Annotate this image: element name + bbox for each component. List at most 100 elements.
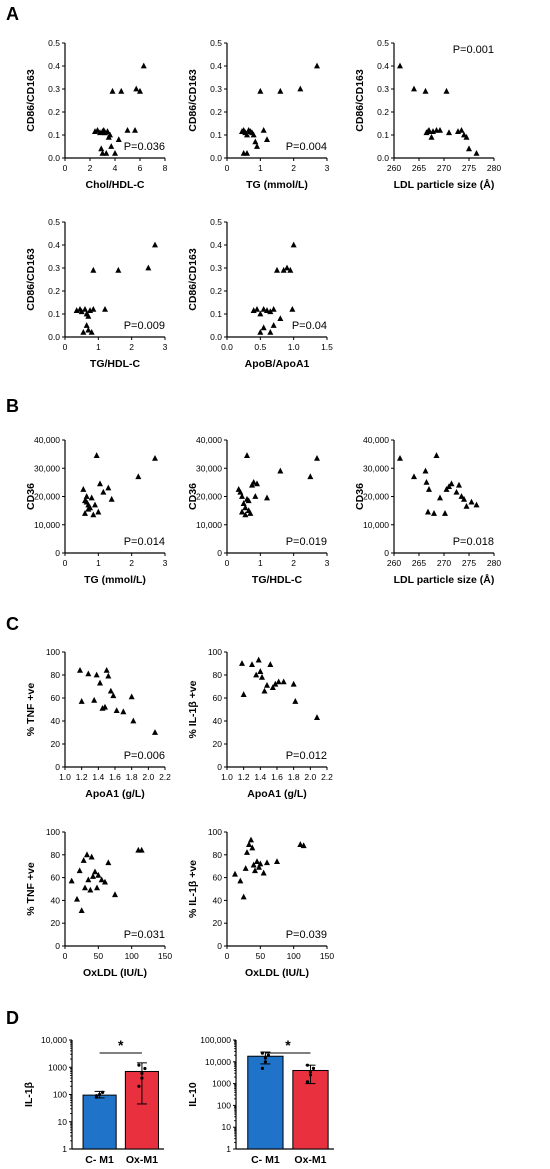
data-point bbox=[112, 891, 118, 898]
y-tick-label: 0.5 bbox=[377, 38, 389, 48]
data-point bbox=[98, 145, 105, 152]
x-tick-label: 2.2 bbox=[159, 772, 171, 782]
data-point bbox=[397, 454, 403, 461]
data-point bbox=[239, 660, 245, 666]
data-point bbox=[263, 1056, 267, 1060]
p-value: P=0.009 bbox=[124, 320, 165, 332]
data-point bbox=[93, 671, 100, 678]
y-tick-label: 0.0 bbox=[377, 153, 389, 163]
data-point bbox=[259, 673, 265, 680]
data-point bbox=[270, 322, 277, 328]
data-point bbox=[242, 504, 249, 511]
y-tick-label: 0.1 bbox=[48, 309, 60, 319]
x-tick-label: 8 bbox=[163, 163, 168, 173]
data-point bbox=[92, 501, 98, 508]
y-tick-label: 0.0 bbox=[210, 153, 222, 163]
data-point bbox=[433, 452, 440, 458]
x-tick-label: 1.6 bbox=[271, 772, 283, 782]
data-point bbox=[240, 691, 247, 697]
data-point bbox=[85, 876, 92, 883]
data-point bbox=[103, 667, 110, 673]
data-point bbox=[105, 672, 112, 679]
p-value: P=0.031 bbox=[124, 929, 165, 941]
data-point bbox=[257, 87, 264, 94]
data-point bbox=[88, 853, 95, 860]
data-point bbox=[266, 1053, 270, 1057]
data-point bbox=[468, 498, 475, 505]
data-point bbox=[124, 127, 131, 133]
x-axis-label: TG (mmol/L) bbox=[84, 574, 146, 586]
y-tick-label: 0.2 bbox=[377, 107, 389, 117]
data-point bbox=[74, 895, 80, 902]
data-point bbox=[252, 493, 259, 499]
data-point bbox=[95, 1094, 99, 1098]
data-point bbox=[249, 661, 255, 668]
data-point bbox=[92, 868, 98, 875]
data-point bbox=[239, 493, 245, 499]
y-tick-label: 0 bbox=[384, 548, 389, 558]
data-point bbox=[260, 1051, 264, 1055]
x-tick-label: 3 bbox=[163, 558, 168, 568]
y-tick-label: 100 bbox=[208, 647, 222, 657]
data-point bbox=[105, 859, 112, 866]
y-tick-label: 30,000 bbox=[34, 463, 60, 473]
y-tick-label: 40,000 bbox=[363, 435, 389, 445]
y-tick-label: 100 bbox=[46, 827, 60, 837]
x-tick-label: 1.0 bbox=[59, 772, 71, 782]
x-axis-label: LDL particle size (Å) bbox=[394, 178, 495, 191]
p-value: P=0.039 bbox=[286, 929, 327, 941]
x-tick-label: 0 bbox=[225, 163, 230, 173]
x-tick-label: 50 bbox=[256, 951, 266, 961]
y-axis-label: CD86/CD163 bbox=[187, 248, 199, 311]
data-point bbox=[80, 329, 87, 335]
data-point bbox=[82, 884, 88, 891]
data-point bbox=[95, 871, 102, 878]
x-tick-label: 1.2 bbox=[238, 772, 250, 782]
y-tick-label: 10,000 bbox=[34, 520, 60, 530]
data-point bbox=[305, 1063, 310, 1067]
data-point bbox=[77, 667, 83, 673]
data-point bbox=[422, 467, 429, 474]
y-axis-label: CD36 bbox=[187, 483, 199, 510]
data-point bbox=[90, 306, 97, 312]
data-point bbox=[244, 452, 250, 458]
data-point bbox=[275, 678, 282, 685]
y-tick-label: 40 bbox=[51, 716, 61, 726]
data-point bbox=[267, 329, 274, 335]
bar bbox=[247, 1055, 284, 1150]
data-point bbox=[269, 684, 276, 691]
panel-letter-d: D bbox=[6, 1008, 19, 1028]
x-tick-label: 150 bbox=[320, 951, 334, 961]
data-point bbox=[98, 1092, 102, 1097]
p-value: P=0.006 bbox=[124, 750, 165, 762]
data-point bbox=[244, 131, 250, 138]
data-point bbox=[107, 687, 114, 694]
x-tick-label: 100 bbox=[287, 951, 301, 961]
x-tick-label: 280 bbox=[487, 163, 501, 173]
data-point bbox=[250, 861, 257, 868]
y-tick-label: 0.0 bbox=[48, 153, 60, 163]
data-point bbox=[300, 842, 307, 849]
x-tick-label: 0 bbox=[63, 163, 68, 173]
y-tick-label: 60 bbox=[51, 873, 61, 883]
data-point bbox=[242, 511, 249, 518]
y-tick-label: 1 bbox=[62, 1144, 67, 1154]
data-point bbox=[253, 671, 260, 678]
p-value: P=0.019 bbox=[286, 536, 327, 548]
y-tick-label: 30,000 bbox=[363, 463, 389, 473]
x-axis-label: ApoA1 (g/L) bbox=[85, 788, 145, 800]
data-point bbox=[118, 87, 125, 94]
y-tick-label: 0 bbox=[55, 762, 60, 772]
data-point bbox=[110, 692, 117, 699]
data-point bbox=[237, 877, 244, 884]
y-tick-label: 10,000 bbox=[196, 520, 222, 530]
x-tick-label: 6 bbox=[138, 163, 143, 173]
y-axis-label: % IL-1β +ve bbox=[187, 680, 199, 738]
data-point bbox=[426, 127, 432, 133]
chart-d2: 1 10 100 1000 10,000 100,000 IL-10 C- M1 Ox-M1 * bbox=[187, 1035, 334, 1166]
y-axis-label: % TNF +ve bbox=[25, 683, 37, 737]
p-value: P=0.014 bbox=[124, 536, 165, 548]
y-tick-label: 100 bbox=[46, 647, 60, 657]
data-point bbox=[274, 266, 280, 273]
data-point bbox=[453, 488, 460, 495]
